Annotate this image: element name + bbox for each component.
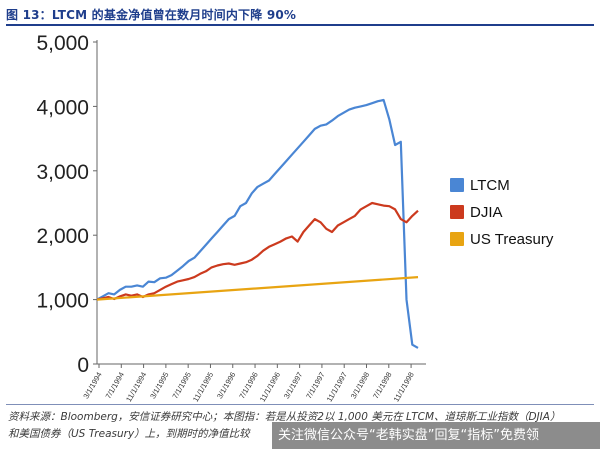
series-line-djia xyxy=(96,201,419,301)
legend-swatch xyxy=(450,232,464,246)
title-divider xyxy=(6,24,594,26)
y-tick-label: 4,000 xyxy=(36,96,89,119)
series-line-ltcm xyxy=(96,98,419,349)
y-tick-label: 1,000 xyxy=(36,290,89,313)
y-tick-label: 2,000 xyxy=(36,225,89,248)
x-tick-label: 3/1/1997 xyxy=(282,371,304,401)
legend-label: DJIA xyxy=(470,204,503,221)
y-tick-label: 5,000 xyxy=(36,32,89,55)
x-tick-label: 3/1/1996 xyxy=(215,371,237,401)
x-tick-label: 7/1/1994 xyxy=(104,371,126,401)
x-tick-label: 11/1/1994 xyxy=(124,371,148,404)
x-tick-label: 7/1/1996 xyxy=(237,371,259,401)
x-tick-label: 3/1/1995 xyxy=(148,371,170,401)
legend-swatch xyxy=(450,205,464,219)
source-line-1: 资料来源：Bloomberg，安信证券研究中心；本图指：若是从投资2以 1,00… xyxy=(8,411,561,423)
y-tick-label: 3,000 xyxy=(36,161,89,184)
x-tick-label: 11/1/1998 xyxy=(392,371,416,404)
x-tick-label: 7/1/1998 xyxy=(371,371,393,401)
x-tick-label: 11/1/1995 xyxy=(191,371,215,404)
x-tick-label: 7/1/1995 xyxy=(171,371,193,401)
legend-label: US Treasury xyxy=(470,231,554,248)
source-divider xyxy=(6,404,594,405)
y-tick-label: 0 xyxy=(77,354,89,377)
wechat-watermark: 关注微信公众号“老韩实盘”回复“指标”免费领 xyxy=(272,422,600,449)
legend-label: LTCM xyxy=(470,177,510,194)
series-line-us-treasury xyxy=(96,276,419,301)
x-tick-label: 11/1/1997 xyxy=(325,371,349,404)
x-tick-label: 7/1/1997 xyxy=(304,371,326,401)
x-tick-label: 3/1/1998 xyxy=(349,371,371,401)
figure-title: 图 13：LTCM 的基金净值曾在数月时间内下降 90% xyxy=(6,8,297,22)
x-tick-label: 11/1/1996 xyxy=(258,371,282,404)
source-line-2: 和美国债券（US Treasury）上，到期时的净值比较 xyxy=(8,428,250,440)
legend-swatch xyxy=(450,178,464,192)
